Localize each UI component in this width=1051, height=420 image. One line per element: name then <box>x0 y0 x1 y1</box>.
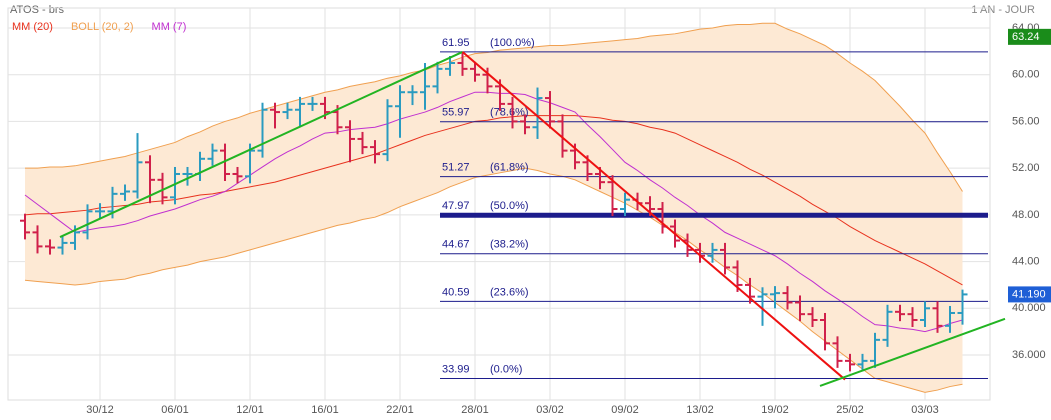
y-tick-label: 44.00 <box>1012 255 1040 267</box>
price-tag <box>1008 28 1051 45</box>
price-tag-label: 63.24 <box>1012 31 1040 43</box>
bollinger-upper <box>25 22 963 192</box>
y-tick-label: 36.000 <box>1012 349 1046 361</box>
fib-ratio: (38.2%) <box>490 239 529 251</box>
y-tick-label: 52.00 <box>1012 162 1040 174</box>
fib-ratio: (23.6%) <box>490 286 529 298</box>
bollinger-band <box>25 23 963 393</box>
moving-average <box>24 91 963 333</box>
price-tag-label: 41.190 <box>1012 288 1046 300</box>
y-tick-label: 60.00 <box>1012 69 1040 81</box>
trend-line <box>59 51 463 238</box>
plot-frame <box>7 7 991 401</box>
fib-price: 61.95 <box>442 37 470 49</box>
y-tick-label: 48.00 <box>1012 209 1040 221</box>
legend-entry: MM (7) <box>152 21 187 33</box>
moving-average <box>24 115 963 286</box>
x-tick-label: 19/02 <box>761 404 789 416</box>
y-tick-label: 56.00 <box>1012 115 1040 127</box>
x-tick-label: 03/02 <box>536 404 564 416</box>
trend-line <box>461 51 846 381</box>
y-tick-label: 40.000 <box>1012 302 1046 314</box>
fib-price: 33.99 <box>442 363 470 375</box>
x-tick-label: 12/01 <box>236 404 264 416</box>
x-tick-label: 13/02 <box>686 404 714 416</box>
fib-ratio: (78.6%) <box>490 107 529 119</box>
fib-price: 47.97 <box>442 200 470 212</box>
x-tick-label: 28/01 <box>461 404 489 416</box>
x-tick-label: 25/02 <box>836 404 864 416</box>
fib-price: 40.59 <box>442 286 470 298</box>
bollinger-lower <box>24 167 963 393</box>
period: 1 AN - JOUR <box>971 4 1035 16</box>
x-tick-label: 06/01 <box>161 404 189 416</box>
fib-ratio: (100.0%) <box>490 37 535 49</box>
fib-ratio: (0.0%) <box>490 363 522 375</box>
fib-price: 51.27 <box>442 162 470 174</box>
x-tick-label: 16/01 <box>311 404 339 416</box>
fib-price: 55.97 <box>442 107 470 119</box>
trend-line <box>819 317 1006 387</box>
price-tag <box>1008 286 1051 303</box>
symbol: ATOS - brs <box>10 4 64 16</box>
fib-ratio: (61.8%) <box>490 162 529 174</box>
x-tick-label: 09/02 <box>611 404 639 416</box>
x-tick-label: 03/03 <box>911 404 939 416</box>
fib-ratio: (50.0%) <box>490 200 529 212</box>
legend-entry: BOLL (20, 2) <box>71 21 134 33</box>
legend-entry: MM (20) <box>12 21 53 33</box>
x-tick-label: 30/12 <box>86 404 114 416</box>
fib-price: 44.67 <box>442 239 470 251</box>
x-tick-label: 22/01 <box>386 404 414 416</box>
